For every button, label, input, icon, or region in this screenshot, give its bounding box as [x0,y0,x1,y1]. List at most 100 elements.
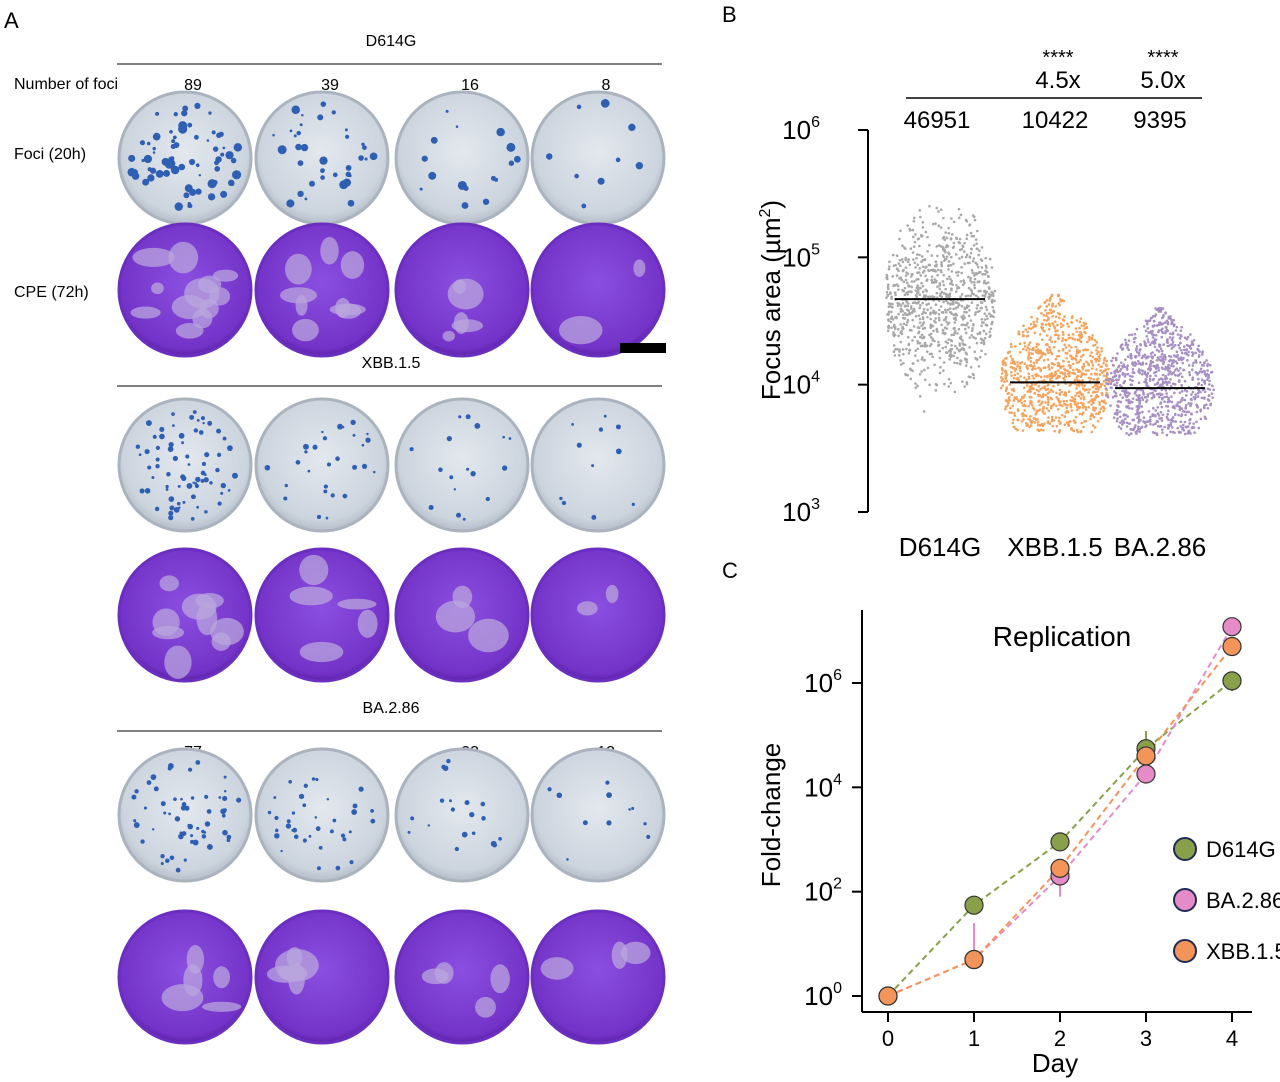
b-point [908,348,911,352]
b-point [1084,322,1088,326]
b-point [1058,392,1062,395]
b-point [1096,419,1100,423]
b-point [1142,416,1146,420]
b-point [890,297,893,300]
focus-spot [232,170,242,180]
b-point [918,321,922,324]
focus-spot [155,111,160,116]
b-point [1048,322,1051,326]
cpe-clearing [299,554,329,586]
b-point [1131,428,1135,432]
b-point [1076,408,1079,412]
b-point [1007,391,1011,395]
focus-spot [582,820,588,826]
b-point [968,308,971,312]
b-point [1187,410,1191,414]
b-point [938,282,942,285]
b-point [1040,312,1043,315]
b-point [1197,355,1201,359]
b-point [1193,431,1196,434]
b-point [1012,399,1016,402]
b-point [1058,416,1061,420]
b-point [990,322,993,326]
b-point [1085,325,1089,329]
b-point [1200,353,1204,356]
focus-spot [194,483,200,489]
b-point [1016,409,1020,412]
b-point [1115,368,1119,372]
cpe-clearing [161,984,204,1012]
focus-spot [345,134,350,139]
b-point [1061,372,1065,376]
b-point [930,278,934,282]
b-point [1026,390,1030,393]
b-point [938,284,942,287]
b-point [1080,372,1084,375]
b-point [956,356,959,360]
b-point [1129,432,1133,435]
focus-spot [458,415,462,419]
b-point [1188,346,1192,350]
b-point [939,244,942,248]
b-point [914,349,918,352]
foci-plate [117,397,253,533]
b-point [973,283,976,287]
b-point [949,277,952,281]
b-point [1146,393,1150,396]
b-point [1042,366,1046,370]
b-point [1155,358,1159,362]
b-point [897,269,900,273]
b-point [1091,399,1095,403]
b-point [919,286,922,290]
b-point [977,253,981,257]
b-point [890,295,893,299]
b-point [1142,393,1145,396]
b-point [1163,368,1167,371]
b-point [1026,423,1029,426]
b-point [940,323,943,327]
b-point [1170,338,1174,342]
focus-spot [441,764,446,770]
focus-spot [280,849,283,853]
b-point [1069,404,1072,408]
b-point [1146,384,1150,388]
b-point [939,208,943,212]
b-point [1117,378,1120,382]
b-point [953,390,957,394]
b-point [919,274,923,277]
focus-spot [631,806,635,810]
b-point [962,348,966,352]
b-point [1137,351,1141,355]
b-point [1098,357,1101,360]
focus-spot [286,199,295,208]
b-point [910,280,914,283]
b-point [952,245,956,249]
b-point [1195,420,1198,424]
b-point [1196,391,1200,395]
b-point [1148,319,1151,323]
b-point [1109,382,1113,386]
focus-spot [143,806,148,810]
b-point [1177,357,1181,360]
b-point [1070,321,1074,324]
b-point [944,308,947,312]
b-point [889,302,893,306]
b-point [963,241,966,245]
b-point [1042,405,1045,409]
focus-spot [366,432,369,436]
b-point [1159,377,1163,381]
b-point [1104,378,1108,382]
focus-spot [159,433,165,440]
cpe-clearing [213,966,230,989]
focus-spot [222,795,228,802]
b-point [1159,410,1163,414]
b-point [1050,415,1054,419]
b-point [1004,374,1008,377]
b-point [1096,346,1099,349]
b-point [1074,354,1078,358]
b-point [1119,427,1123,430]
b-point [894,348,897,351]
b-point [1013,362,1017,366]
b-point [962,343,966,347]
b-point [962,279,965,282]
